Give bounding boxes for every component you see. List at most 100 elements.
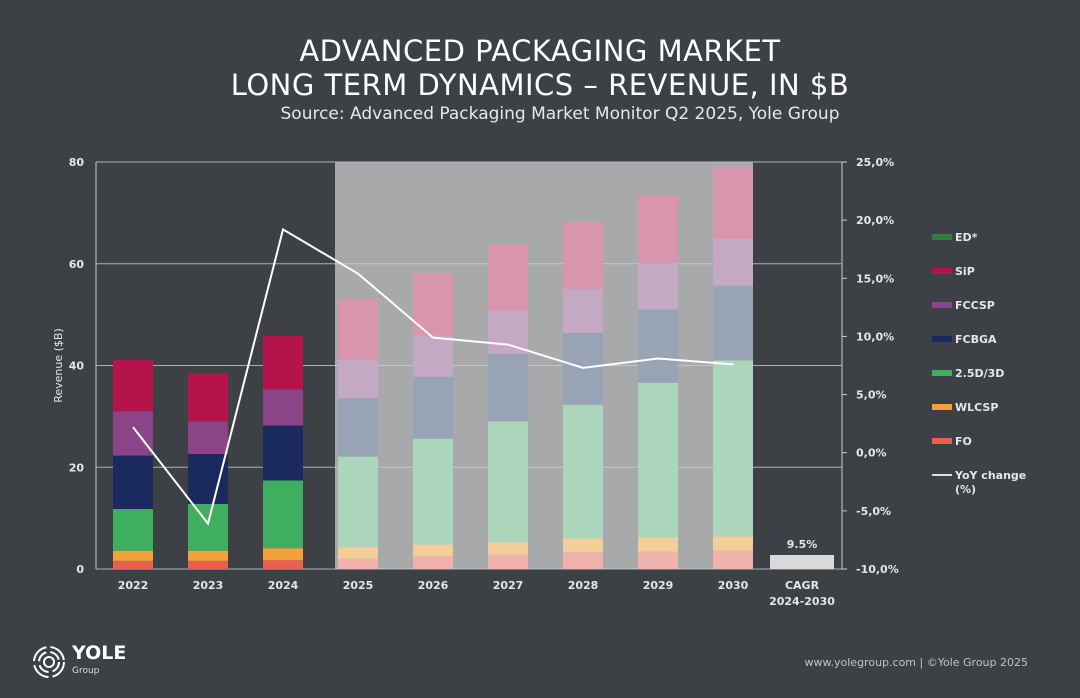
bar-25d3d-2023 <box>188 503 228 551</box>
bar-fo-2028 <box>563 552 603 569</box>
bar-fcbga-2023 <box>188 454 228 504</box>
y-axis-label: Revenue ($B) <box>52 328 65 403</box>
legend-label: SiP <box>955 265 975 278</box>
bar-fccsp-2028 <box>563 288 603 333</box>
chart-title-line1: ADVANCED PACKAGING MARKET <box>299 34 781 68</box>
bar-fo-2030 <box>713 550 753 569</box>
bar-sip-2023 <box>188 373 228 422</box>
legend-label: YoY change <box>954 469 1026 482</box>
legend-swatch-ed <box>932 234 952 240</box>
bar-fccsp-2022 <box>113 411 153 456</box>
cagr-value: 9.5% <box>787 538 818 551</box>
x-tick-label: 2030 <box>718 579 749 592</box>
bar-fccsp-2026 <box>413 335 453 377</box>
bar-25d3d-2025 <box>338 456 378 548</box>
x-tick-label: 2028 <box>568 579 599 592</box>
legend-label: FO <box>955 435 972 448</box>
bar-sip-2027 <box>488 244 528 311</box>
legend-label: 2.5D/3D <box>955 367 1004 380</box>
y2-tick-label: 5,0% <box>856 389 887 402</box>
cagr-bar <box>770 555 834 569</box>
x-tick-label: 2023 <box>193 579 224 592</box>
legend-swatch-wlcsp <box>932 404 952 410</box>
bar-wlcsp-2022 <box>113 550 153 561</box>
bar-wlcsp-2025 <box>338 547 378 559</box>
bar-sip-2024 <box>263 335 303 390</box>
y-tick-label: 60 <box>69 258 85 271</box>
bar-fccsp-2025 <box>338 359 378 399</box>
bar-25d3d-2029 <box>638 382 678 538</box>
bar-fo-2022 <box>113 560 153 569</box>
bar-fcbga-2027 <box>488 353 528 422</box>
y-tick-label: 0 <box>76 563 84 576</box>
legend-swatch-fcbga <box>932 336 952 342</box>
bar-25d3d-2024 <box>263 480 303 549</box>
x-tick-label: 2029 <box>643 579 674 592</box>
bar-fccsp-2023 <box>188 421 228 455</box>
logo-sub: Group <box>72 666 100 676</box>
bar-fcbga-2025 <box>338 398 378 457</box>
bar-wlcsp-2023 <box>188 550 228 561</box>
bar-fo-2029 <box>638 551 678 569</box>
bar-sip-2022 <box>113 359 153 412</box>
bar-fo-2024 <box>263 560 303 569</box>
y2-tick-label: -5,0% <box>856 505 891 518</box>
bar-fccsp-2027 <box>488 310 528 354</box>
bar-25d3d-2022 <box>113 508 153 551</box>
x-tick-label: 2024 <box>268 579 299 592</box>
legend-swatch-fo <box>932 438 952 444</box>
y2-tick-label: 25,0% <box>856 156 894 169</box>
y-tick-label: 80 <box>69 156 85 169</box>
legend-swatch-fccsp <box>932 302 952 308</box>
x-tick-label: 2027 <box>493 579 524 592</box>
legend-label: FCCSP <box>955 299 995 312</box>
cagr-period: 2024-2030 <box>769 595 835 608</box>
bar-fccsp-2024 <box>263 389 303 426</box>
bar-fccsp-2030 <box>713 238 753 286</box>
legend-label-line2: (%) <box>955 483 976 496</box>
cagr-label: CAGR <box>785 579 820 592</box>
y2-tick-label: -10,0% <box>856 563 899 576</box>
legend-label: FCBGA <box>955 333 997 346</box>
bar-sip-2028 <box>563 222 603 289</box>
bar-wlcsp-2027 <box>488 542 528 555</box>
yole-logo: YOLE Group <box>32 644 126 680</box>
y2-tick-label: 15,0% <box>856 272 894 285</box>
legend-swatch-sip <box>932 268 952 274</box>
bar-fcbga-2029 <box>638 309 678 383</box>
bar-fcbga-2030 <box>713 285 753 361</box>
x-tick-label: 2022 <box>118 579 149 592</box>
yole-logo-icon <box>33 646 65 678</box>
bar-sip-2029 <box>638 195 678 264</box>
footer-credit: www.yolegroup.com | ©Yole Group 2025 <box>804 656 1028 669</box>
y-tick-label: 20 <box>69 461 85 474</box>
bar-25d3d-2028 <box>563 404 603 539</box>
legend-label: ED* <box>955 231 978 244</box>
bar-fo-2026 <box>413 556 453 569</box>
bar-wlcsp-2024 <box>263 548 303 561</box>
bar-fo-2023 <box>188 560 228 569</box>
bar-25d3d-2027 <box>488 421 528 543</box>
bar-fo-2027 <box>488 554 528 569</box>
legend-label: WLCSP <box>955 401 998 414</box>
legend-swatch-25d3d <box>932 370 952 376</box>
bar-wlcsp-2030 <box>713 536 753 551</box>
bar-fo-2025 <box>338 558 378 569</box>
bar-wlcsp-2029 <box>638 537 678 552</box>
chart-title-line2: LONG TERM DYNAMICS – REVENUE, IN $B <box>230 68 850 102</box>
bar-wlcsp-2026 <box>413 544 453 557</box>
bar-wlcsp-2028 <box>563 538 603 553</box>
bar-fcbga-2024 <box>263 425 303 481</box>
x-tick-label: 2026 <box>418 579 449 592</box>
bar-25d3d-2026 <box>413 438 453 545</box>
bar-sip-2030 <box>713 167 753 239</box>
x-tick-label: 2025 <box>343 579 374 592</box>
bar-fcbga-2022 <box>113 455 153 509</box>
y2-tick-label: 0,0% <box>856 447 887 460</box>
y-tick-label: 40 <box>69 360 85 373</box>
bar-fcbga-2026 <box>413 376 453 439</box>
logo-text: YOLE <box>72 642 127 664</box>
y2-tick-label: 20,0% <box>856 214 894 227</box>
bar-25d3d-2030 <box>713 360 753 537</box>
